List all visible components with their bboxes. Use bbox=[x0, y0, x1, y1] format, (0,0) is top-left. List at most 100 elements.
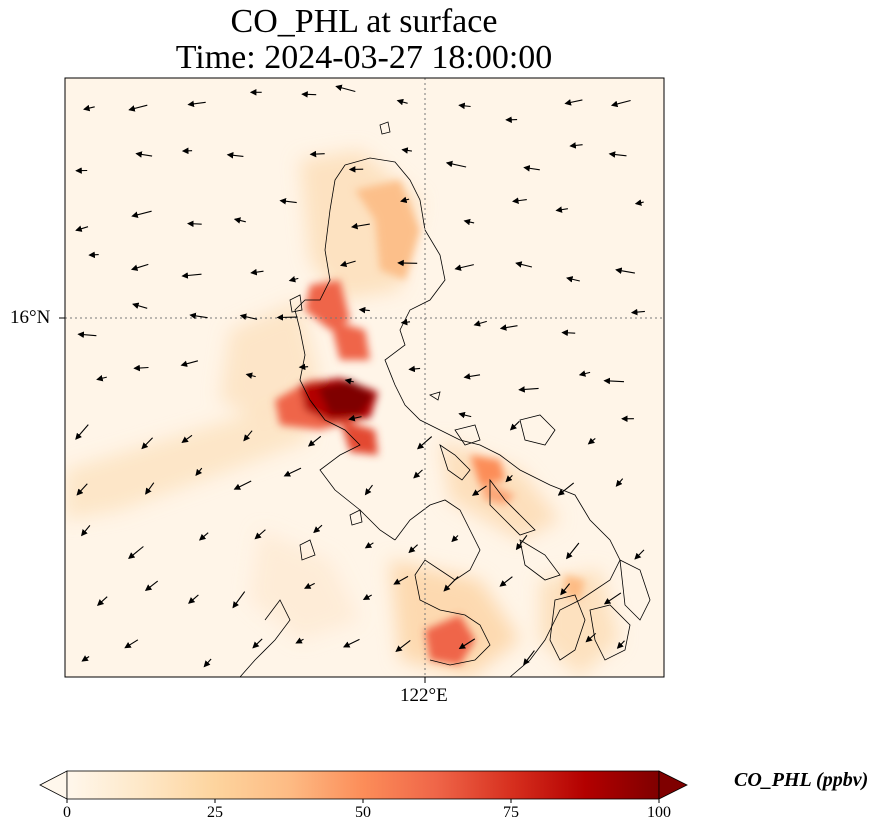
wind-arrow bbox=[243, 430, 253, 442]
colorbar-tick-50: 50 bbox=[355, 804, 371, 821]
wind-arrow bbox=[288, 276, 299, 283]
colorbar-extend-low bbox=[39, 770, 68, 800]
colorbar bbox=[39, 770, 688, 803]
wind-arrow bbox=[587, 437, 596, 445]
wind-arrow bbox=[81, 655, 90, 662]
wind-arrow bbox=[473, 320, 487, 327]
wind-arrow bbox=[515, 261, 533, 268]
colorbar-extend-high bbox=[658, 770, 688, 800]
wind-arrow bbox=[304, 582, 315, 589]
wind-arrow bbox=[566, 276, 580, 283]
wind-arrow bbox=[344, 378, 354, 385]
wind-arrow bbox=[254, 529, 266, 540]
wind-arrow bbox=[400, 196, 410, 203]
wind-arrow bbox=[416, 436, 433, 450]
wind-arrow bbox=[189, 312, 208, 320]
wind-arrow bbox=[463, 373, 481, 380]
wind-arrow bbox=[203, 658, 212, 668]
wind-arrow bbox=[343, 638, 360, 648]
wind-arrow bbox=[187, 100, 206, 108]
wind-arrow bbox=[309, 150, 325, 158]
wind-arrow bbox=[395, 639, 411, 652]
wind-arrow bbox=[566, 542, 580, 560]
wind-arrow bbox=[233, 480, 252, 490]
wind-arrow bbox=[408, 365, 421, 373]
wind-arrow bbox=[458, 411, 472, 419]
colorbar-label: CO_PHL (ppbv) bbox=[734, 769, 869, 791]
wind-arrow bbox=[245, 372, 256, 379]
wind-arrow bbox=[393, 575, 409, 585]
wind-arrow bbox=[610, 99, 631, 108]
wind-arrow bbox=[443, 576, 459, 592]
wind-arrow bbox=[557, 482, 575, 496]
wind-arrow bbox=[124, 639, 139, 649]
wind-arrow bbox=[83, 104, 95, 112]
wind-arrow bbox=[96, 596, 108, 606]
wind-arrow bbox=[634, 199, 644, 206]
wind-arrow bbox=[250, 268, 264, 276]
wind-arrow bbox=[180, 360, 199, 367]
wind-arrow bbox=[128, 546, 144, 559]
wind-arrow bbox=[188, 594, 199, 604]
wind-arrow bbox=[252, 638, 263, 649]
wind-arrow bbox=[615, 478, 624, 487]
wind-arrow bbox=[585, 632, 597, 643]
wind-arrow bbox=[279, 197, 297, 205]
wind-arrow bbox=[561, 329, 576, 337]
wind-arrow bbox=[295, 637, 304, 644]
wind-arrow bbox=[181, 434, 193, 444]
wind-arrow bbox=[181, 272, 202, 279]
wind-arrow bbox=[232, 591, 246, 609]
map-title-line1: CO_PHL at surface bbox=[230, 3, 498, 40]
wind-arrow bbox=[132, 302, 148, 309]
wind-arrow bbox=[463, 218, 475, 226]
wind-arrow bbox=[195, 467, 203, 477]
wind-arrow bbox=[569, 142, 583, 149]
wind-arrow bbox=[630, 308, 645, 316]
wind-arrow bbox=[505, 475, 513, 483]
colorbar-tick-75: 75 bbox=[503, 804, 519, 821]
wind-arrow bbox=[81, 525, 91, 537]
wind-arrow bbox=[608, 151, 627, 158]
wind-arrow bbox=[307, 435, 322, 447]
wind-arrow bbox=[283, 467, 302, 477]
wind-arrow bbox=[96, 374, 107, 382]
map-title-line2: Time: 2024-03-27 18:00:00 bbox=[175, 39, 553, 76]
wind-arrow bbox=[131, 210, 152, 218]
wind-arrow bbox=[523, 165, 540, 172]
wind-arrow bbox=[615, 267, 635, 275]
wind-arrow bbox=[445, 160, 467, 168]
wind-arrow bbox=[509, 420, 520, 431]
wind-arrow bbox=[401, 147, 412, 154]
wind-arrow bbox=[233, 217, 246, 224]
wind-arrow bbox=[348, 414, 362, 422]
wind-arrow bbox=[141, 437, 153, 450]
longitude-label: 122°E bbox=[400, 685, 448, 706]
wind-arrow bbox=[451, 535, 459, 543]
wind-vectors bbox=[75, 84, 645, 668]
wind-arrow bbox=[603, 377, 625, 385]
wind-arrow bbox=[616, 640, 625, 649]
wind-arrow bbox=[144, 580, 159, 591]
wind-arrow bbox=[560, 583, 571, 596]
wind-arrow bbox=[523, 650, 535, 666]
wind-arrow bbox=[239, 313, 258, 320]
wind-arrow bbox=[413, 469, 423, 479]
wind-arrow bbox=[499, 324, 518, 331]
map-frame bbox=[64, 77, 665, 678]
wind-arrow bbox=[515, 534, 528, 551]
colorbar-tick-0: 0 bbox=[63, 804, 71, 821]
map-panel bbox=[65, 78, 664, 677]
wind-arrow bbox=[301, 91, 317, 98]
wind-arrow bbox=[400, 318, 411, 326]
colorbar-tick-100: 100 bbox=[647, 804, 671, 821]
wind-arrow bbox=[603, 592, 622, 605]
wind-arrow bbox=[198, 532, 209, 541]
wind-arrow bbox=[313, 524, 323, 534]
wind-arrow bbox=[76, 483, 88, 496]
wind-arrow bbox=[471, 485, 487, 496]
wind-arrow bbox=[364, 484, 373, 496]
wind-arrow bbox=[145, 482, 155, 495]
wind-arrow bbox=[128, 104, 148, 112]
